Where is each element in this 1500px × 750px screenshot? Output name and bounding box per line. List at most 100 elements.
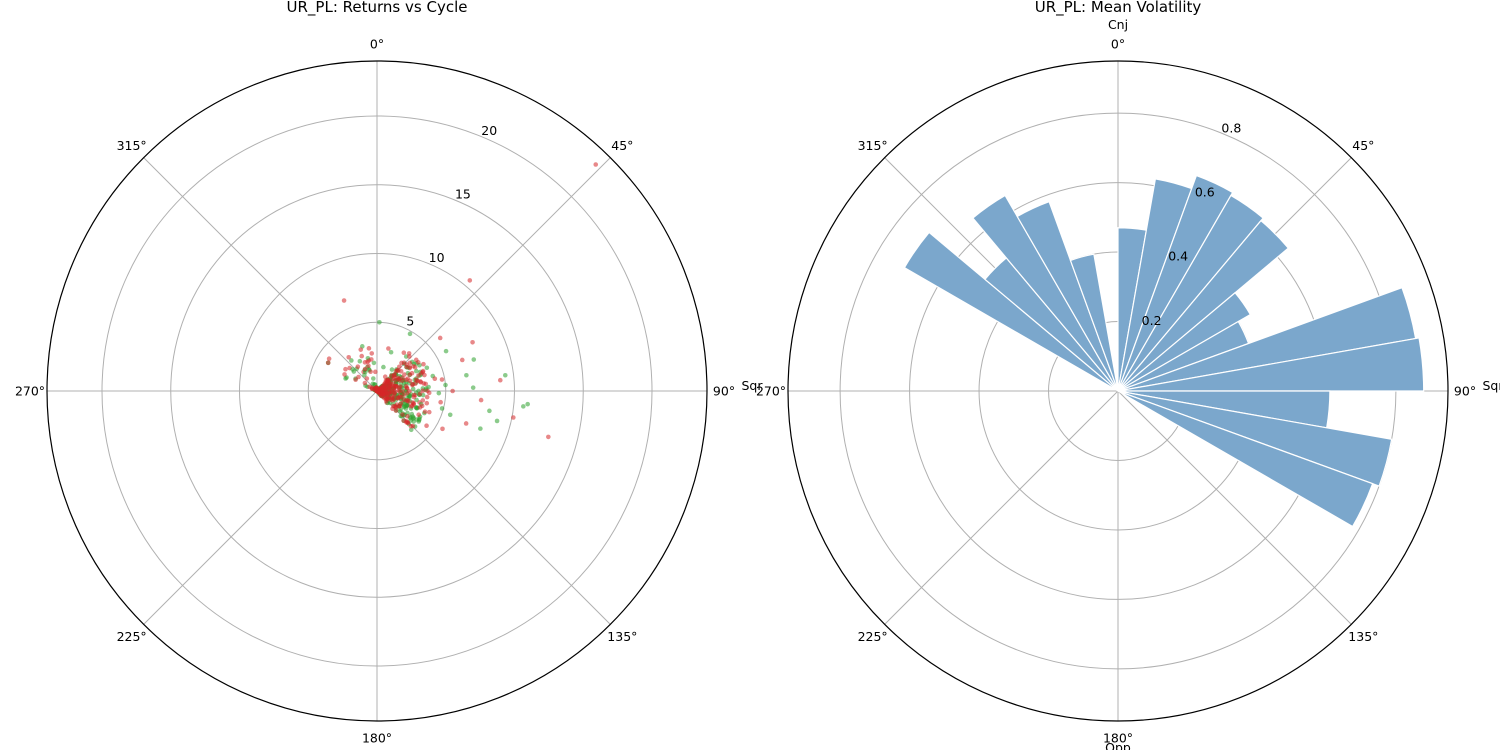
scatter-point-positive: [443, 348, 449, 354]
aspect-label-opp: Opp: [1105, 740, 1131, 750]
theta-gridline: [884, 390, 1119, 625]
volatility-bar: [972, 194, 1119, 392]
scatter-point-negative: [366, 363, 371, 369]
scatter-point-negative: [459, 357, 465, 363]
chart-title: UR_PL: Mean Volatility: [1035, 0, 1202, 17]
scatter-point-negative: [406, 351, 412, 356]
volatility-bar: [1117, 219, 1290, 392]
scatter-point-negative: [366, 346, 372, 351]
theta-tick-label: 45°: [1352, 138, 1374, 153]
scatter-point-positive: [414, 368, 419, 374]
scatter-point-negative: [353, 377, 358, 382]
scatter-point-positive: [403, 403, 409, 409]
scatter-point-positive: [424, 365, 430, 371]
scatter-point-negative: [382, 395, 387, 401]
scatter-point-positive: [436, 390, 442, 396]
scatter-point-positive: [464, 372, 469, 378]
scatter-point-negative: [439, 377, 445, 382]
scatter-point-negative: [368, 369, 373, 375]
theta-tick-label: 135°: [1348, 629, 1378, 644]
scatter-point-negative: [416, 412, 421, 418]
scatter-point-negative: [463, 421, 469, 426]
scatter-point-negative: [417, 405, 423, 410]
theta-tick-label: 0°: [370, 37, 384, 52]
scatter-point-negative: [365, 359, 370, 364]
scatter-point-negative: [470, 340, 475, 345]
scatter-point-negative: [388, 397, 393, 402]
scatter-point-negative: [397, 364, 402, 370]
scatter-point-negative: [417, 391, 423, 397]
scatter-point-negative: [392, 391, 397, 396]
scatter-point-positive: [349, 358, 354, 363]
scatter-point-negative: [405, 420, 411, 425]
scatter-point-negative: [373, 369, 378, 375]
scatter-point-negative: [467, 278, 473, 283]
scatter-point-positive: [371, 376, 376, 381]
scatter-point-negative: [437, 335, 443, 341]
scatter-point-negative: [391, 397, 397, 402]
scatter-point-negative: [438, 399, 443, 405]
scatter-point-negative: [424, 423, 429, 429]
scatter-point-negative: [413, 357, 419, 363]
chart-title: UR_PL: Returns vs Cycle: [287, 0, 468, 17]
scatter-point-positive: [521, 404, 526, 409]
scatter-point-negative: [343, 366, 348, 372]
scatter-point-positive: [502, 372, 508, 378]
scatter-point-negative: [403, 384, 409, 389]
aspect-label-cnj: Cnj: [1108, 17, 1128, 32]
scatter-point-negative: [358, 347, 364, 352]
scatter-point-negative: [408, 423, 414, 429]
scatter-point-negative: [418, 379, 423, 384]
scatter-point-positive: [357, 358, 363, 364]
scatter-point-negative: [421, 361, 426, 367]
scatter-point-negative: [399, 360, 404, 366]
scatter-point-positive: [405, 410, 410, 416]
scatter-point-negative: [396, 368, 401, 373]
scatter-point-negative: [411, 394, 417, 400]
theta-gridline: [376, 157, 611, 392]
scatter-point-positive: [350, 367, 355, 372]
scatter-point-positive: [410, 386, 416, 392]
scatter-point-negative: [405, 413, 410, 419]
theta-tick-label: 315°: [858, 138, 888, 153]
scatter-point-negative: [425, 388, 430, 394]
theta-tick-label: 0°: [1111, 37, 1125, 52]
scatter-point-positive: [525, 401, 530, 407]
scatter-point-negative: [593, 162, 599, 167]
volatility-bar: [1117, 291, 1252, 392]
scatter-point-negative: [404, 377, 409, 383]
scatter-point-negative: [369, 351, 375, 356]
r-tick-label: 0.4: [1168, 249, 1188, 264]
theta-tick-label: 270°: [756, 384, 786, 399]
scatter-point-negative: [422, 409, 428, 415]
scatter-point-negative: [341, 298, 347, 303]
scatter-point-negative: [401, 397, 406, 403]
scatter-point-negative: [367, 384, 372, 390]
scatter-point-negative: [420, 388, 426, 394]
r-tick-label: 20: [481, 123, 497, 138]
scatter-point-negative: [411, 363, 416, 369]
scatter-point-positive: [381, 364, 386, 370]
scatter-point-positive: [371, 360, 377, 366]
scatter-point-positive: [478, 426, 483, 431]
scatter-point-negative: [420, 368, 426, 374]
scatter-point-positive: [388, 349, 394, 355]
scatter-point-negative: [497, 377, 503, 383]
scatter-point-negative: [326, 356, 332, 362]
theta-tick-label: 180°: [1103, 731, 1133, 746]
r-tick-label: 5: [406, 313, 414, 328]
scatter-point-positive: [417, 416, 422, 422]
scatter-point-negative: [388, 378, 394, 384]
theta-tick-label: 225°: [858, 629, 888, 644]
scatter-point-negative: [364, 376, 370, 381]
theta-tick-label: 270°: [15, 384, 45, 399]
scatter-point-positive: [370, 381, 376, 387]
scatter-point-positive: [407, 331, 413, 337]
scatter-point-negative: [346, 354, 352, 360]
scatter-point-positive: [487, 408, 492, 414]
theta-tick-label: 315°: [117, 138, 147, 153]
scatter-point-positive: [377, 319, 382, 325]
scatter-point-negative: [511, 415, 516, 420]
r-tick-label: 0.6: [1195, 184, 1215, 199]
